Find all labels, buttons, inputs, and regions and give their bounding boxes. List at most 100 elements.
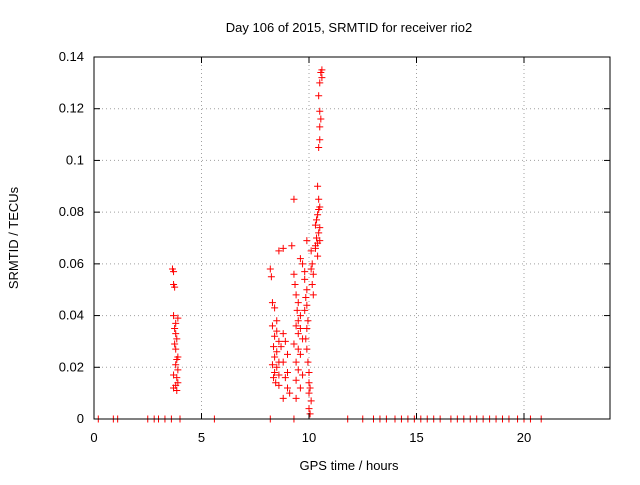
data-point — [271, 332, 279, 340]
data-point — [307, 265, 315, 273]
data-point — [292, 358, 300, 366]
data-point — [284, 384, 291, 392]
data-point — [303, 345, 311, 353]
x-tick-label: 5 — [198, 430, 205, 445]
data-point — [275, 247, 283, 255]
y-tick-label: 0.06 — [59, 256, 84, 271]
data-point — [270, 374, 278, 382]
data-point — [316, 107, 324, 115]
data-point — [303, 286, 311, 294]
data-point — [279, 394, 287, 402]
grid-lines — [94, 57, 610, 419]
data-point — [304, 358, 312, 366]
data-point — [315, 229, 323, 237]
data-point — [271, 368, 279, 376]
data-point — [301, 275, 309, 283]
data-point — [268, 299, 276, 307]
data-point — [273, 327, 281, 335]
data-point — [315, 195, 323, 203]
x-axis-label: GPS time / hours — [300, 458, 399, 473]
data-point — [170, 268, 178, 276]
data-point — [172, 319, 180, 327]
axis-ticks: 0 5 10 15 20 0 0.02 0.04 0.06 0.08 0.1 0.12 0.14 — [59, 49, 610, 445]
y-tick-label: 0.1 — [66, 152, 84, 167]
data-point — [305, 368, 313, 376]
data-point — [315, 92, 323, 100]
data-point — [303, 325, 311, 332]
data-point — [316, 123, 324, 131]
data-point — [290, 340, 298, 348]
data-point — [318, 66, 326, 74]
y-tick-label: 0.04 — [59, 308, 84, 323]
data-point — [291, 281, 299, 289]
data-point — [170, 312, 178, 320]
data-point — [309, 270, 317, 278]
data-point — [301, 268, 309, 276]
data-point — [318, 74, 326, 82]
data-point — [172, 361, 180, 369]
data-point — [281, 374, 289, 382]
data-point — [290, 195, 298, 203]
data-point — [173, 356, 181, 364]
data-point — [315, 144, 323, 151]
data-point — [294, 330, 302, 338]
data-point — [275, 371, 283, 379]
data-point — [284, 350, 291, 358]
data-point — [266, 265, 274, 273]
data-point — [303, 237, 311, 245]
data-point — [296, 312, 304, 320]
data-point — [299, 371, 307, 379]
data-point — [316, 237, 324, 245]
data-point — [296, 350, 304, 358]
data-point — [277, 343, 285, 351]
data-point — [293, 306, 301, 314]
data-point — [273, 348, 281, 356]
data-point — [171, 340, 179, 348]
data-point — [302, 335, 310, 343]
data-point — [299, 260, 307, 268]
data-point — [306, 410, 314, 418]
data-point — [273, 317, 281, 325]
data-point — [279, 244, 287, 252]
y-tick-label: 0.12 — [59, 101, 84, 116]
x-tick-label: 10 — [302, 430, 316, 445]
data-point — [294, 345, 302, 353]
data-point — [270, 343, 278, 351]
data-points — [94, 66, 545, 423]
data-point — [307, 397, 315, 405]
data-point — [173, 374, 181, 382]
y-tick-label: 0.02 — [59, 359, 84, 374]
data-point — [172, 345, 180, 353]
data-point — [307, 247, 315, 255]
data-point — [290, 270, 298, 278]
y-tick-label: 0.08 — [59, 204, 84, 219]
y-tick-label: 0.14 — [59, 49, 84, 64]
data-point — [294, 317, 302, 325]
data-point — [305, 379, 313, 387]
data-point — [308, 260, 316, 268]
data-point — [305, 389, 313, 397]
data-point — [271, 353, 279, 361]
data-point — [302, 293, 310, 301]
data-point — [316, 136, 324, 144]
data-point — [286, 389, 294, 397]
data-point — [306, 384, 314, 392]
data-point — [294, 366, 302, 374]
data-point — [275, 381, 283, 389]
data-point — [267, 273, 275, 281]
data-point — [296, 384, 304, 392]
data-point — [316, 224, 324, 232]
data-point — [292, 376, 300, 384]
data-point — [279, 358, 287, 366]
data-point — [313, 216, 321, 224]
x-tick-label: 15 — [409, 430, 423, 445]
data-point — [275, 337, 283, 345]
data-point — [317, 115, 325, 123]
y-axis-label: SRMTID / TECUs — [6, 186, 21, 289]
data-point — [305, 405, 313, 413]
data-point — [171, 325, 179, 332]
y-tick-label: 0 — [77, 411, 84, 426]
data-point — [292, 322, 300, 330]
